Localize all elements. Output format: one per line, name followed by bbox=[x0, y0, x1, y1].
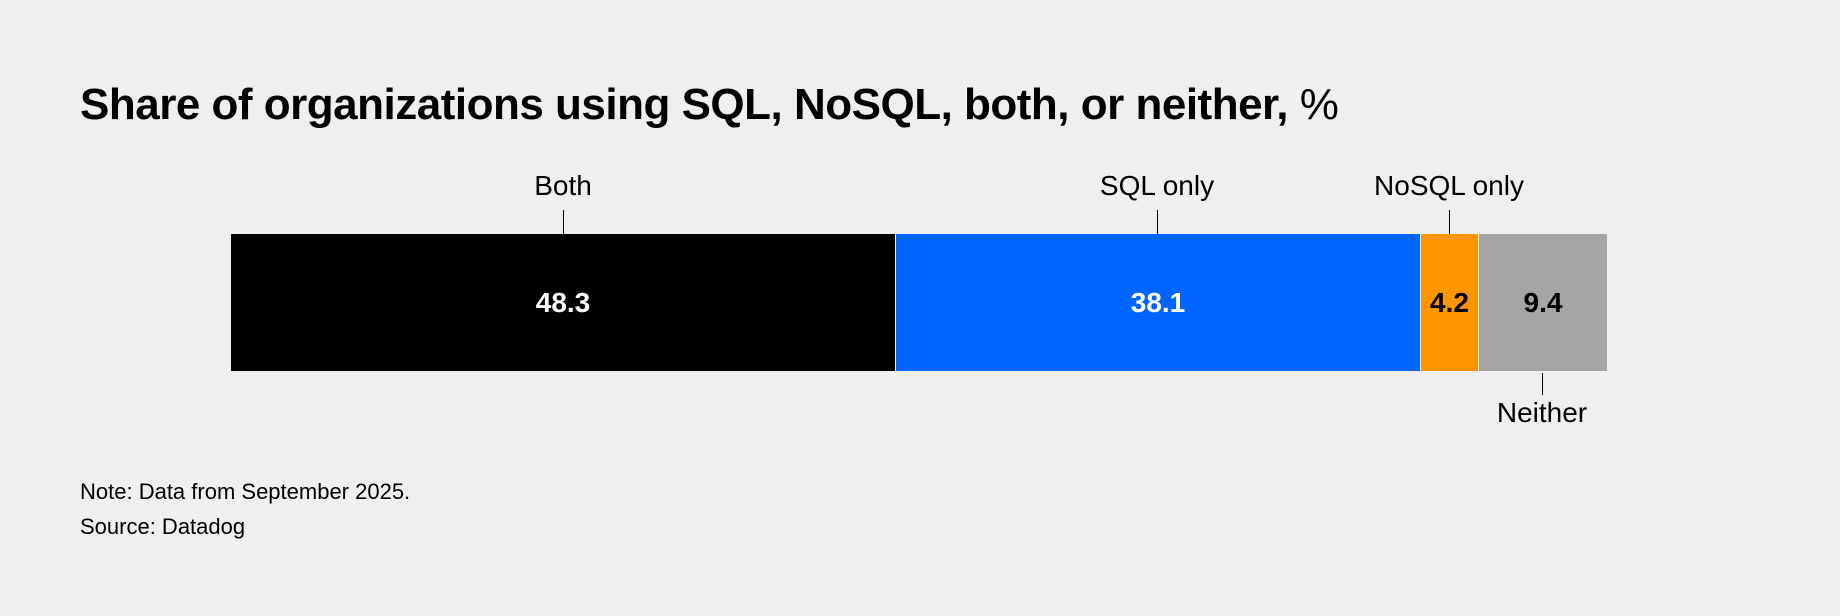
segment-both: 48.3 bbox=[231, 234, 895, 371]
segment-neither: 9.4 bbox=[1478, 234, 1607, 371]
stacked-bar: 48.3 38.1 4.2 9.4 bbox=[231, 234, 1607, 371]
segment-value-both: 48.3 bbox=[535, 286, 591, 318]
segment-label-neither: Neither bbox=[1496, 397, 1588, 428]
leader-line-neither bbox=[1542, 373, 1543, 395]
chart-title-unit: % bbox=[1299, 80, 1339, 129]
segment-label-sql-only: SQL only bbox=[1099, 170, 1215, 201]
footnote: Note: Data from September 2025. bbox=[80, 479, 411, 504]
leader-line-both bbox=[563, 210, 564, 234]
segment-sql-only: 38.1 bbox=[895, 234, 1420, 371]
segment-value-sql-only: 38.1 bbox=[1130, 286, 1186, 318]
segment-value-neither: 9.4 bbox=[1523, 286, 1563, 318]
chart-title-text: Share of organizations using SQL, NoSQL,… bbox=[80, 80, 1288, 129]
segment-label-nosql-only: NoSQL only bbox=[1374, 170, 1524, 201]
chart-title: Share of organizations using SQL, NoSQL,… bbox=[80, 80, 1339, 130]
segment-nosql-only: 4.2 bbox=[1420, 234, 1478, 371]
source-line: Source: Datadog bbox=[80, 514, 246, 539]
leader-line-sql-only bbox=[1157, 210, 1158, 234]
segment-label-both: Both bbox=[534, 170, 592, 201]
segment-value-nosql-only: 4.2 bbox=[1430, 286, 1469, 318]
leader-line-nosql-only bbox=[1449, 210, 1450, 234]
